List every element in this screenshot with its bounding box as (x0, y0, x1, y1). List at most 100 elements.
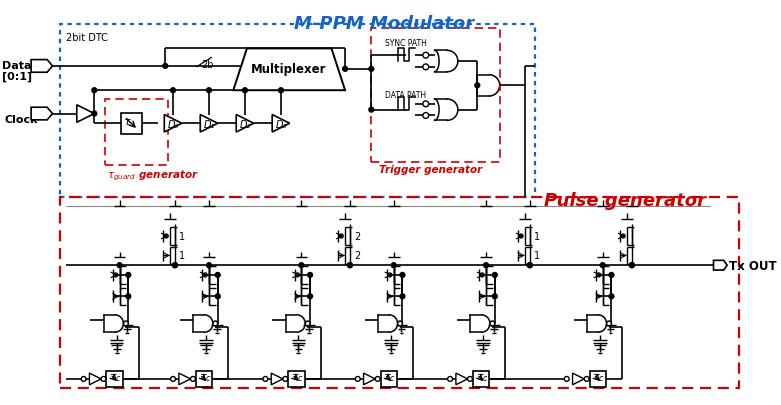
Text: $\tau_c$: $\tau_c$ (476, 371, 489, 383)
Text: D₃: D₃ (275, 120, 287, 130)
Bar (60, 198, 739, 388)
Circle shape (601, 263, 605, 268)
Circle shape (164, 234, 168, 239)
Circle shape (279, 89, 284, 94)
Text: Trigger generator: Trigger generator (379, 165, 483, 175)
Circle shape (480, 273, 484, 277)
Circle shape (398, 321, 402, 326)
Circle shape (490, 321, 495, 326)
Circle shape (348, 263, 352, 268)
Circle shape (299, 263, 304, 268)
Circle shape (492, 294, 497, 299)
Circle shape (388, 273, 392, 277)
Circle shape (170, 89, 176, 94)
Circle shape (423, 53, 429, 59)
Text: D₂: D₂ (239, 120, 251, 130)
Polygon shape (273, 115, 290, 133)
Circle shape (162, 64, 168, 69)
Circle shape (216, 294, 220, 299)
Circle shape (565, 377, 569, 382)
Circle shape (369, 67, 374, 72)
Polygon shape (714, 261, 727, 271)
Text: M-PPM Modulator: M-PPM Modulator (294, 15, 474, 33)
Circle shape (263, 377, 268, 382)
Text: Clock: Clock (5, 114, 38, 124)
Bar (473, 371, 490, 387)
Text: 2b: 2b (201, 60, 214, 70)
Circle shape (295, 273, 299, 277)
Circle shape (492, 273, 497, 278)
Circle shape (114, 273, 118, 277)
Circle shape (369, 108, 374, 113)
Circle shape (213, 321, 218, 326)
Circle shape (92, 112, 97, 117)
Circle shape (243, 89, 248, 94)
Text: 1: 1 (179, 251, 185, 261)
Polygon shape (77, 106, 95, 123)
Bar (371, 29, 500, 163)
Text: [0:1]: [0:1] (2, 72, 32, 82)
Polygon shape (456, 373, 468, 385)
Polygon shape (236, 115, 254, 133)
Circle shape (348, 263, 352, 268)
Polygon shape (234, 49, 345, 91)
Circle shape (475, 84, 480, 89)
Circle shape (308, 273, 312, 278)
Circle shape (126, 294, 130, 299)
Text: $\tau_c$: $\tau_c$ (199, 371, 212, 383)
Text: 2: 2 (354, 231, 360, 241)
Circle shape (423, 65, 429, 70)
Bar (590, 371, 606, 387)
Polygon shape (364, 373, 375, 385)
Bar (196, 371, 212, 387)
Circle shape (629, 263, 634, 268)
Circle shape (339, 234, 343, 239)
Bar (120, 113, 142, 134)
Circle shape (206, 89, 212, 94)
Text: Data: Data (2, 61, 31, 71)
Polygon shape (200, 115, 218, 133)
Circle shape (123, 321, 128, 326)
Circle shape (519, 234, 523, 239)
Circle shape (527, 263, 532, 268)
Text: $\tau_{guard}$ generator: $\tau_{guard}$ generator (107, 168, 199, 183)
Polygon shape (179, 373, 191, 385)
Text: 1: 1 (533, 231, 540, 241)
Circle shape (355, 377, 360, 382)
Circle shape (629, 263, 634, 268)
Polygon shape (31, 108, 52, 121)
Circle shape (191, 377, 195, 382)
Bar (380, 371, 397, 387)
Circle shape (400, 273, 405, 278)
Circle shape (206, 263, 212, 268)
Text: $\tau_c$: $\tau_c$ (291, 371, 304, 383)
Circle shape (527, 263, 532, 268)
Circle shape (597, 273, 601, 277)
Circle shape (584, 377, 589, 382)
Circle shape (170, 377, 176, 382)
Text: $\tau_c$: $\tau_c$ (593, 371, 605, 383)
Circle shape (609, 273, 614, 278)
Circle shape (400, 294, 405, 299)
Circle shape (483, 263, 488, 268)
Circle shape (621, 234, 625, 239)
Circle shape (126, 273, 130, 278)
Text: DATA PATH: DATA PATH (385, 91, 426, 100)
Circle shape (203, 273, 207, 277)
Polygon shape (572, 373, 584, 385)
Bar (105, 100, 168, 166)
Circle shape (81, 377, 86, 382)
Circle shape (308, 294, 312, 299)
Circle shape (468, 377, 473, 382)
Text: SYNC PATH: SYNC PATH (385, 38, 427, 48)
Circle shape (423, 113, 429, 119)
Circle shape (448, 377, 452, 382)
Circle shape (173, 263, 177, 268)
Text: Pulse generator: Pulse generator (544, 192, 706, 210)
Text: 2: 2 (354, 251, 360, 261)
Circle shape (92, 89, 97, 94)
Circle shape (117, 263, 122, 268)
Circle shape (375, 377, 380, 382)
Text: 2bit DTC: 2bit DTC (66, 33, 108, 43)
Polygon shape (164, 115, 182, 133)
